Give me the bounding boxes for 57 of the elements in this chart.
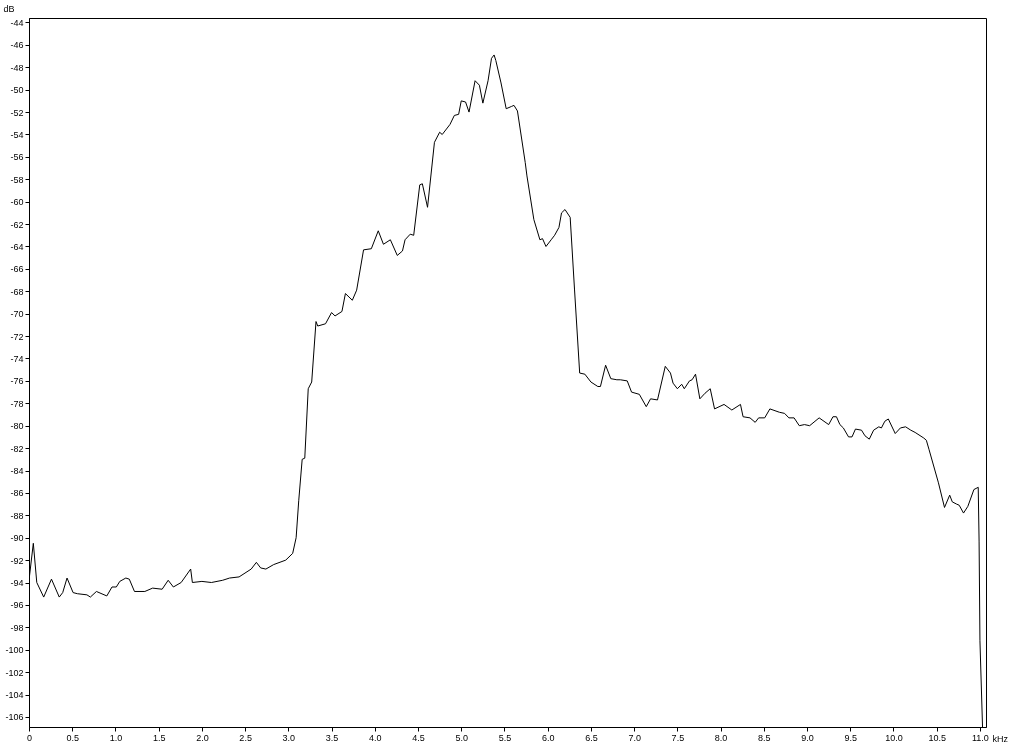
y-tick-label: -72: [10, 331, 24, 342]
y-tick-label: -80: [10, 421, 24, 432]
x-tick-label: 9.0: [801, 732, 814, 743]
x-tick-label: 3.5: [325, 732, 339, 743]
x-tick-label: 4.0: [369, 732, 382, 743]
y-tick-label: -70: [10, 309, 24, 320]
x-tick-label: 0.5: [66, 732, 79, 743]
y-tick-label: -52: [10, 107, 24, 118]
y-tick-label: -44: [10, 17, 24, 28]
y-tick-label: -102: [5, 667, 24, 678]
x-tick-label: 1.5: [152, 732, 166, 743]
y-tick-label: -78: [10, 398, 24, 409]
x-tick-label: 2.0: [196, 732, 209, 743]
y-tick-label: -46: [10, 40, 24, 51]
y-tick-label: -62: [10, 219, 24, 230]
x-tick-label: 10.0: [885, 732, 903, 743]
y-tick-label: -104: [5, 690, 24, 701]
x-tick-label: 3.0: [282, 732, 296, 743]
x-tick-label: 11.0: [972, 732, 989, 743]
y-axis-title: dB: [3, 3, 15, 14]
y-tick-label: -76: [10, 376, 24, 387]
x-tick-label: 1.0: [109, 732, 123, 743]
y-tick-label: -96: [10, 600, 24, 611]
x-tick-label: 5.5: [498, 732, 512, 743]
y-tick-label: -58: [10, 174, 24, 185]
y-tick-label: -74: [10, 354, 24, 364]
x-tick-label: 9.5: [844, 732, 858, 743]
x-tick-label: 8.5: [758, 732, 771, 743]
y-tick-label: -90: [10, 533, 24, 544]
y-tick-label: -88: [10, 510, 24, 521]
y-tick-label: -68: [10, 286, 24, 297]
x-tick-label: 2.5: [239, 732, 252, 743]
x-tick-label: 7.5: [671, 732, 685, 743]
y-tick-label: -56: [10, 152, 24, 163]
y-tick-label: -106: [5, 712, 24, 723]
y-tick-label: -86: [10, 488, 24, 499]
y-tick-label: -100: [5, 645, 24, 656]
x-tick-label: 6.0: [541, 732, 555, 743]
y-tick-label: -92: [10, 555, 24, 566]
x-tick-label: 4.5: [412, 732, 425, 743]
y-tick-label: -48: [10, 62, 24, 73]
x-tick-label: 7.0: [628, 732, 641, 743]
x-tick-label: 0: [26, 732, 33, 743]
x-axis-title: kHz: [992, 733, 1009, 744]
y-tick-label: -94: [10, 578, 24, 589]
x-tick-label: 10.5: [928, 732, 946, 743]
y-tick-label: -64: [10, 241, 24, 252]
y-tick-label: -66: [10, 264, 24, 275]
x-tick-label: 6.5: [585, 732, 598, 743]
y-tick-label: -60: [10, 197, 24, 208]
y-tick-label: -50: [10, 85, 24, 96]
x-tick-label: 5.0: [455, 732, 469, 743]
y-tick-label: -98: [10, 622, 24, 633]
x-tick-label: 8.0: [714, 732, 728, 743]
y-tick-label: -84: [10, 466, 24, 477]
y-tick-label: -82: [10, 443, 24, 454]
y-tick-label: -54: [10, 129, 24, 140]
